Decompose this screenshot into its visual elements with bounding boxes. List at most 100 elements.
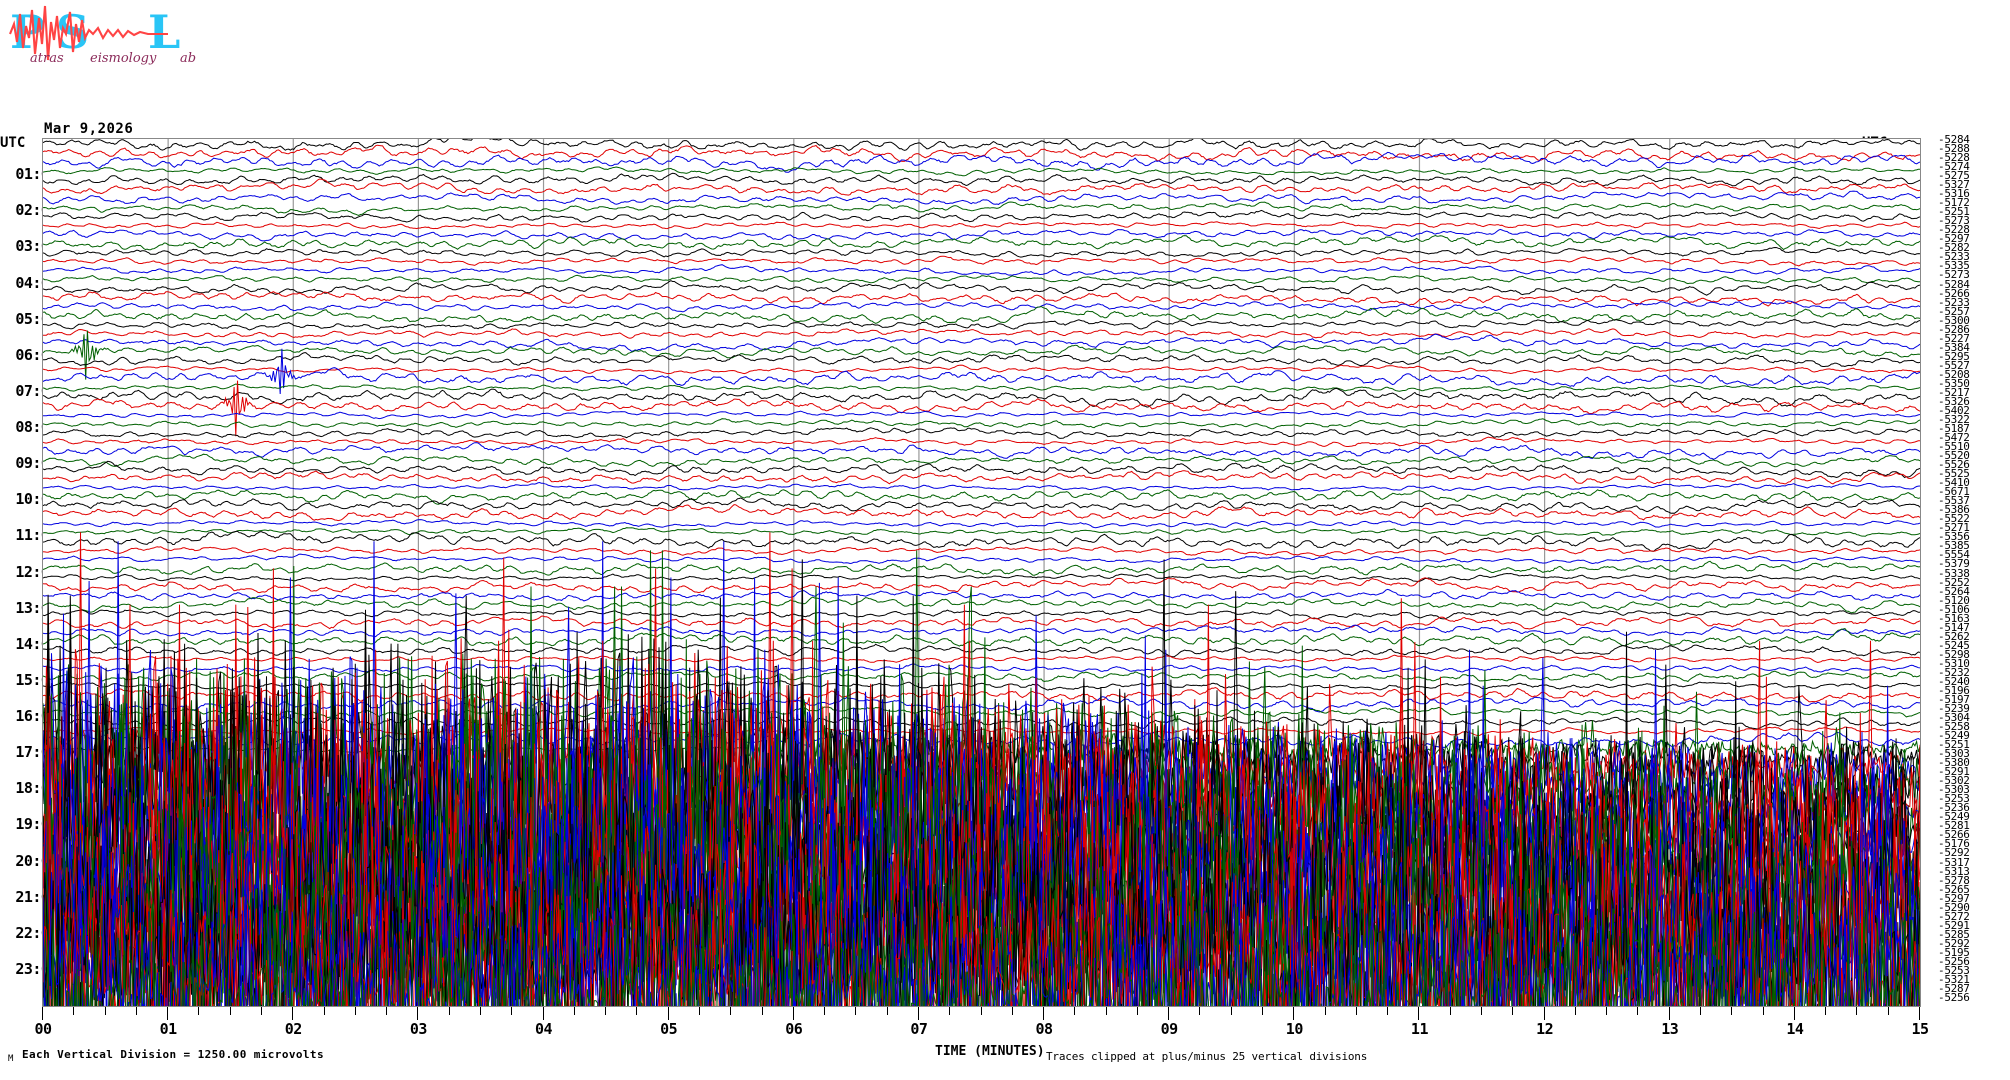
seismic-trace xyxy=(43,680,1920,691)
row-offset-value: -5326 xyxy=(1938,394,1970,408)
seismic-trace xyxy=(43,628,1920,647)
row-offset-value: -5287 xyxy=(1938,981,1970,995)
seismic-trace xyxy=(43,687,1920,703)
x-axis-label-06: 06 xyxy=(785,1020,803,1038)
row-offset-value: -5310 xyxy=(1938,656,1970,670)
row-offset-value: -5527 xyxy=(1938,358,1970,372)
seismic-trace xyxy=(43,427,1920,439)
seismic-trace xyxy=(43,489,1920,505)
seismic-trace xyxy=(43,453,1920,468)
x-tick-minor xyxy=(511,1007,513,1015)
row-offset-value: -5232 xyxy=(1938,665,1970,679)
row-offset-value: -5233 xyxy=(1938,250,1970,264)
x-tick-major xyxy=(292,1007,294,1020)
row-offset-value: -5253 xyxy=(1938,963,1970,977)
row-offset-value: -5313 xyxy=(1938,864,1970,878)
seismic-trace xyxy=(43,624,1920,638)
row-offset-value: -5176 xyxy=(1938,837,1970,851)
row-offset-value: -5196 xyxy=(1938,683,1970,697)
seismic-trace xyxy=(43,319,1920,331)
seismic-trace xyxy=(43,654,1920,664)
seismic-trace xyxy=(43,151,1920,173)
row-offset-value: -5350 xyxy=(1938,376,1970,390)
row-offset-value: -5384 xyxy=(1938,340,1970,354)
x-axis-title: TIME (MINUTES) xyxy=(935,1044,1045,1059)
x-tick-minor xyxy=(104,1007,106,1015)
row-offset-value: -5258 xyxy=(1938,720,1970,734)
svg-text:L: L xyxy=(148,5,180,59)
row-offset-value: -5240 xyxy=(1938,674,1970,688)
row-offset-value: -5272 xyxy=(1938,909,1970,923)
x-tick-minor xyxy=(1105,1007,1107,1015)
row-offset-value: -5217 xyxy=(1938,385,1970,399)
row-offset-value: -5251 xyxy=(1938,738,1970,752)
row-offset-value: -5291 xyxy=(1938,918,1970,932)
x-tick-major xyxy=(417,1007,419,1020)
row-offset-value: -5195 xyxy=(1938,945,1970,959)
svg-text:ab: ab xyxy=(180,51,196,66)
row-offset-value: -5671 xyxy=(1938,485,1970,499)
row-offset-value: -5295 xyxy=(1938,349,1970,363)
x-tick-major xyxy=(167,1007,169,1020)
x-tick-minor xyxy=(1762,1007,1764,1015)
x-tick-minor xyxy=(573,1007,575,1015)
x-axis-label-08: 08 xyxy=(1035,1020,1054,1038)
row-offset-value: -5256 xyxy=(1938,954,1970,968)
row-offset-value: -5327 xyxy=(1938,178,1970,192)
row-offset-value: -5472 xyxy=(1938,431,1970,445)
x-tick-major xyxy=(1793,1007,1795,1020)
x-tick-minor xyxy=(980,1007,982,1015)
x-tick-minor xyxy=(1262,1007,1264,1015)
row-offset-value: -5273 xyxy=(1938,214,1970,228)
row-offset-value: -5554 xyxy=(1938,548,1970,562)
row-offset-value: -5227 xyxy=(1938,331,1970,345)
row-offset-value: -5302 xyxy=(1938,774,1970,788)
row-offset-value: -5284 xyxy=(1938,277,1970,291)
x-tick-minor xyxy=(1074,1007,1076,1015)
seismic-trace xyxy=(43,274,1920,285)
seismic-trace xyxy=(43,280,1920,296)
clip-note: Traces clipped at plus/minus 25 vertical… xyxy=(1046,1050,1368,1063)
seismic-trace xyxy=(43,255,1920,267)
utc-label-left: UTC xyxy=(0,135,26,151)
seismic-trace xyxy=(43,333,1920,352)
row-offset-value: -5273 xyxy=(1938,268,1970,282)
row-offset-value: -5106 xyxy=(1938,602,1970,616)
x-tick-major xyxy=(917,1007,919,1020)
seismogram-plot[interactable] xyxy=(42,138,1921,1007)
row-offset-value: -5163 xyxy=(1938,611,1970,625)
row-offset-value: -5274 xyxy=(1938,160,1970,174)
row-offset-value: -5410 xyxy=(1938,476,1970,490)
seismic-trace xyxy=(43,519,1920,529)
row-offset-value: -5304 xyxy=(1938,711,1970,724)
seismic-trace xyxy=(43,615,1920,630)
row-offset-value: -5297 xyxy=(1938,891,1970,905)
seismic-trace xyxy=(43,172,1920,187)
x-tick-minor xyxy=(1355,1007,1357,1015)
svg-text:atras: atras xyxy=(30,51,64,66)
x-tick-minor xyxy=(1637,1007,1639,1015)
x-axis-label-04: 04 xyxy=(535,1020,553,1038)
seismic-trace xyxy=(43,209,1920,223)
row-offset-value: -5271 xyxy=(1938,521,1970,535)
row-offset-value: -5316 xyxy=(1938,187,1970,201)
seismic-trace xyxy=(43,410,1920,420)
x-tick-minor xyxy=(1887,1007,1889,1015)
row-offset-value: -5278 xyxy=(1938,873,1970,887)
x-tick-minor xyxy=(135,1007,137,1015)
row-offset-value: -5253 xyxy=(1938,792,1970,806)
seismic-trace xyxy=(43,234,1920,251)
seismic-trace xyxy=(43,221,1920,230)
seismic-trace xyxy=(43,364,1920,375)
x-tick-minor xyxy=(730,1007,732,1015)
row-offset-value: -5356 xyxy=(1938,530,1970,544)
x-tick-minor xyxy=(605,1007,607,1015)
row-offset-value: -5335 xyxy=(1938,259,1970,273)
row-offset-value: -5256 xyxy=(1938,990,1970,1004)
seismic-trace xyxy=(45,767,1920,1006)
seismic-trace xyxy=(43,144,1920,162)
x-axis-label-12: 12 xyxy=(1536,1020,1554,1038)
row-offset-value: -5526 xyxy=(1938,458,1970,472)
row-offset-value: -5236 xyxy=(1938,801,1970,815)
row-offset-value: -5275 xyxy=(1938,169,1970,183)
